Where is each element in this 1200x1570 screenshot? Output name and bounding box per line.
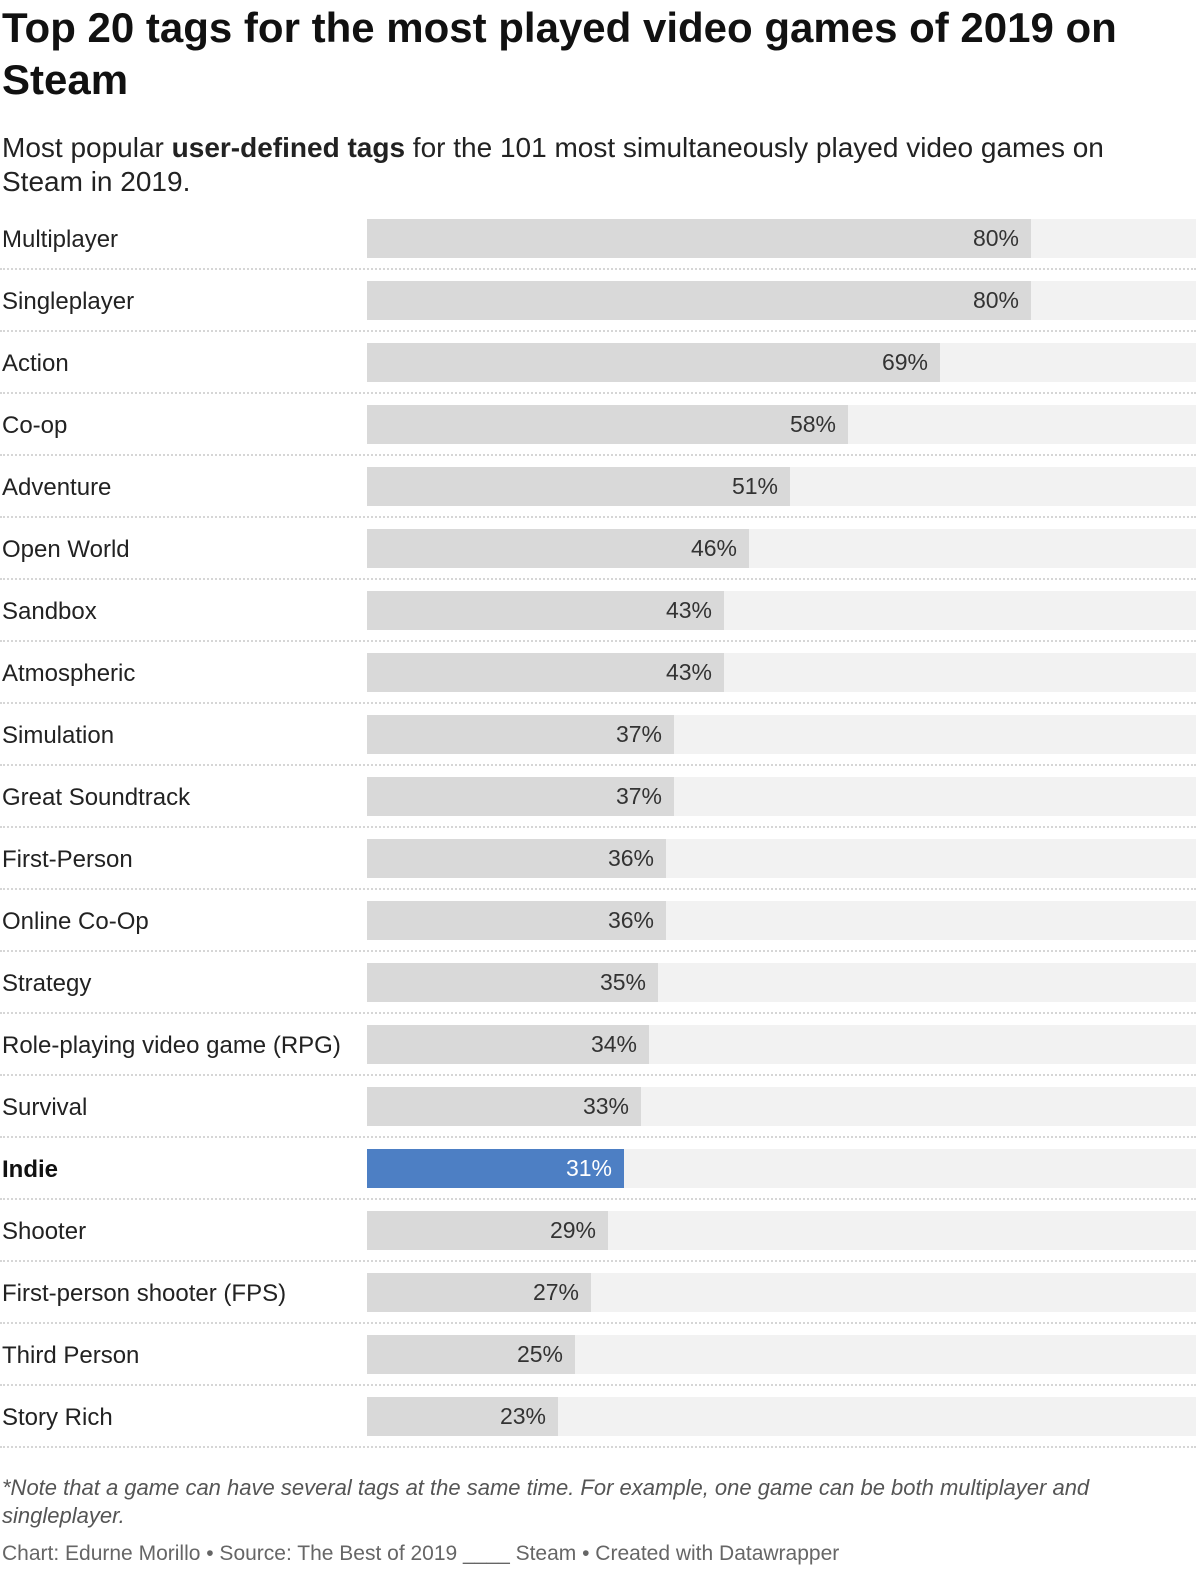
category-label: Third Person — [2, 1342, 140, 1369]
category-label: Shooter — [2, 1218, 87, 1245]
subtitle-post: for the 101 most simultaneously played v… — [2, 132, 1104, 197]
bar-row: Strategy 35% — [0, 952, 1196, 1014]
bar-row: Third Person 25% — [0, 1324, 1196, 1386]
bar-row: Sandbox 43% — [0, 580, 1196, 642]
bar — [367, 1211, 608, 1250]
category-label: Great Soundtrack — [2, 784, 191, 811]
value-label: 46% — [690, 535, 737, 561]
value-label: 23% — [499, 1403, 546, 1429]
bar-row: Shooter 29% — [0, 1200, 1196, 1262]
chart-note: *Note that a game can have several tags … — [2, 1475, 1090, 1528]
value-label: 58% — [789, 411, 836, 437]
bar-row: Online Co-Op 36% — [0, 890, 1196, 952]
value-label: 43% — [665, 597, 712, 623]
value-label: 36% — [607, 845, 654, 871]
value-label: 51% — [731, 473, 778, 499]
value-label: 43% — [665, 659, 712, 685]
subtitle-bold: user-defined tags — [171, 132, 406, 163]
bar-row: Indie 31% — [0, 1138, 1196, 1200]
category-label: Strategy — [2, 970, 92, 997]
bar — [367, 1025, 649, 1064]
bar-row: Multiplayer 80% — [0, 208, 1196, 270]
bar-row: Adventure 51% — [0, 456, 1196, 518]
category-label: Adventure — [2, 474, 112, 501]
bar — [367, 1335, 575, 1374]
category-label: Open World — [2, 536, 130, 563]
bar-row: Simulation 37% — [0, 704, 1196, 766]
category-label: Survival — [2, 1094, 88, 1121]
value-label: 36% — [607, 907, 654, 933]
subtitle-pre: Most popular — [2, 132, 172, 163]
value-label: 25% — [516, 1341, 563, 1367]
category-label: Atmospheric — [2, 660, 136, 687]
bar-row: Co-op 58% — [0, 394, 1196, 456]
bar-row: Atmospheric 43% — [0, 642, 1196, 704]
bar — [367, 405, 848, 444]
bar-row: First-person shooter (FPS) 27% — [0, 1262, 1196, 1324]
bar — [367, 901, 666, 940]
bar-row: Action 69% — [0, 332, 1196, 394]
bar-row: Singleplayer 80% — [0, 270, 1196, 332]
category-label: Story Rich — [2, 1404, 113, 1431]
bar-chart: Multiplayer 80% Singleplayer 80% Action 69% Co… — [0, 208, 1200, 1448]
chart-footer: Chart: Edurne Morillo • Source: The Best… — [2, 1542, 840, 1565]
bar-row: Open World 46% — [0, 518, 1196, 580]
bar — [367, 1273, 591, 1312]
bar — [367, 839, 666, 878]
bar — [367, 963, 658, 1002]
value-label: 31% — [565, 1155, 612, 1181]
category-label: First-Person — [2, 846, 133, 873]
category-label: Indie — [2, 1156, 59, 1183]
bar-row: Role-playing video game (RPG) 34% — [0, 1014, 1196, 1076]
category-label: Co-op — [2, 412, 68, 439]
bar — [367, 219, 1031, 258]
category-label: Singleplayer — [2, 288, 135, 315]
category-label: First-person shooter (FPS) — [2, 1280, 287, 1307]
bar — [367, 715, 674, 754]
bar — [367, 1149, 624, 1188]
bar — [367, 1087, 641, 1126]
value-label: 37% — [615, 721, 662, 747]
category-label: Online Co-Op — [2, 908, 149, 935]
value-label: 33% — [582, 1093, 629, 1119]
category-label: Sandbox — [2, 598, 97, 625]
bar — [367, 467, 790, 506]
value-label: 37% — [615, 783, 662, 809]
category-label: Role-playing video game (RPG) — [2, 1032, 341, 1059]
value-label: 80% — [972, 287, 1019, 313]
bar — [367, 529, 749, 568]
value-label: 27% — [532, 1279, 579, 1305]
value-label: 35% — [599, 969, 646, 995]
chart-title: Top 20 tags for the most played video ga… — [2, 4, 1117, 103]
bar-row: Story Rich 23% — [0, 1386, 1196, 1448]
category-label: Simulation — [2, 722, 115, 749]
bar — [367, 343, 940, 382]
category-label: Multiplayer — [2, 226, 119, 253]
value-label: 80% — [972, 225, 1019, 251]
category-label: Action — [2, 350, 69, 377]
bar — [367, 777, 674, 816]
value-label: 69% — [881, 349, 928, 375]
bar-row: Survival 33% — [0, 1076, 1196, 1138]
bar — [367, 591, 724, 630]
bar — [367, 653, 724, 692]
bar — [367, 1397, 558, 1436]
chart-subtitle: Most popular user-defined tags for the 1… — [2, 131, 1192, 199]
value-label: 29% — [549, 1217, 596, 1243]
bar-row: First-Person 36% — [0, 828, 1196, 890]
bar-row: Great Soundtrack 37% — [0, 766, 1196, 828]
value-label: 34% — [590, 1031, 637, 1057]
bar — [367, 281, 1031, 320]
